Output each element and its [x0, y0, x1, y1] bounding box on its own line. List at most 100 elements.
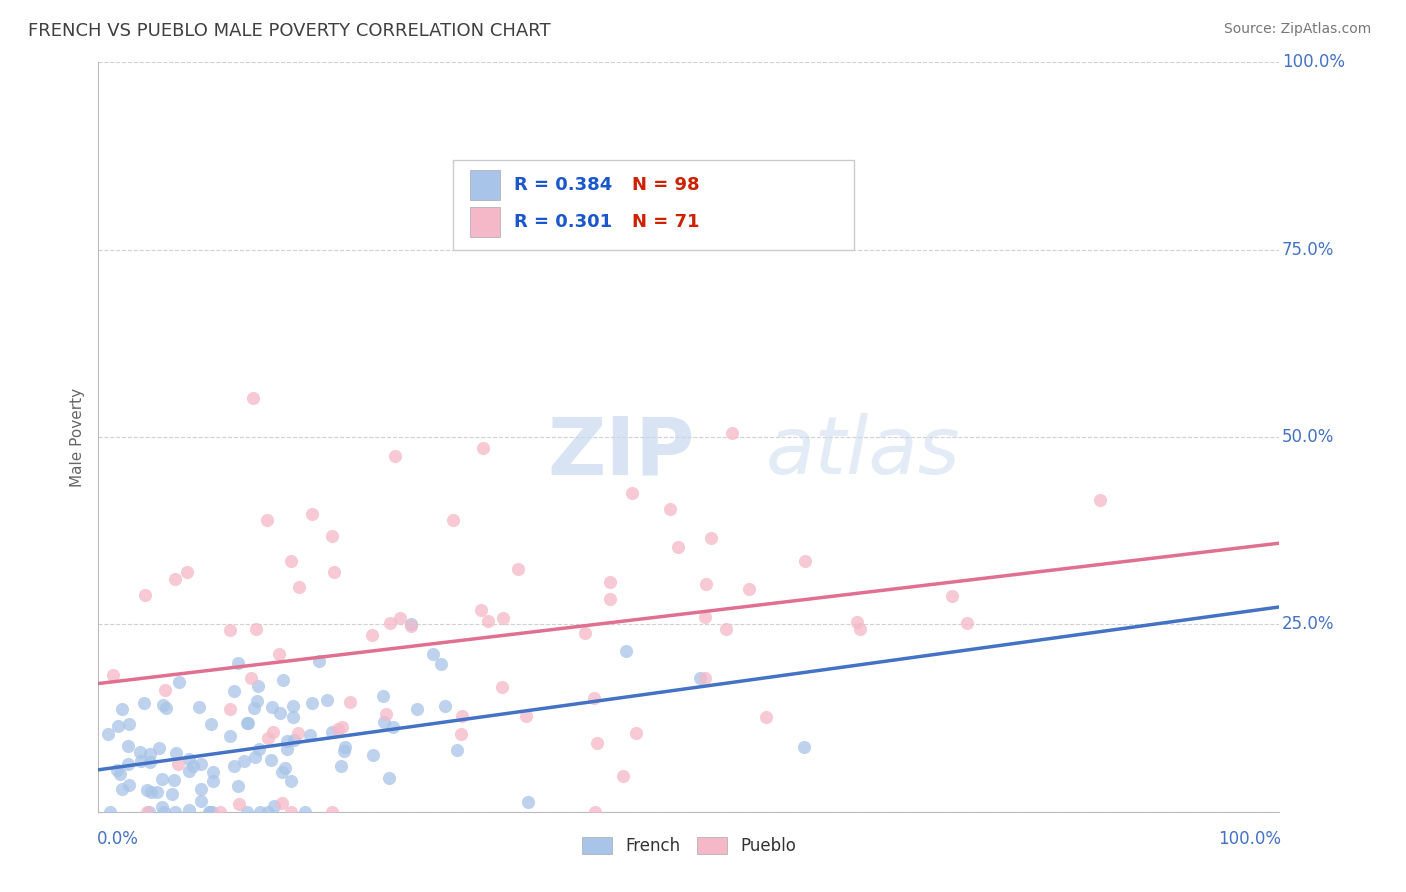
Point [138, 805, 160, 819]
Point [117, 739, 139, 754]
Point [446, 742, 468, 756]
Point [280, 774, 302, 789]
Text: R = 0.301: R = 0.301 [515, 213, 612, 231]
Point [135, 805, 157, 819]
Point [146, 785, 169, 799]
Point [134, 588, 156, 602]
Point [269, 706, 291, 720]
Point [599, 592, 621, 607]
Point [218, 729, 240, 743]
Point [129, 745, 152, 759]
Point [269, 647, 291, 661]
Point [373, 714, 395, 729]
Point [243, 701, 266, 715]
Point [382, 720, 405, 734]
Point [621, 486, 644, 500]
Point [599, 574, 621, 589]
Point [956, 616, 979, 631]
Point [614, 644, 637, 658]
Point [222, 684, 245, 698]
Point [271, 797, 294, 811]
Point [276, 741, 298, 756]
Point [301, 507, 323, 521]
Point [430, 657, 453, 672]
Point [160, 787, 183, 801]
Point [97, 727, 120, 741]
Point [846, 615, 869, 629]
Point [152, 698, 174, 712]
Text: 50.0%: 50.0% [1282, 428, 1334, 446]
Point [111, 781, 134, 796]
Point [150, 800, 173, 814]
Point [848, 622, 870, 636]
Point [236, 805, 259, 819]
Point [737, 582, 759, 597]
Point [308, 654, 330, 668]
Point [233, 755, 256, 769]
Text: R = 0.384: R = 0.384 [515, 176, 613, 194]
Point [793, 554, 815, 568]
Point [246, 694, 269, 708]
Point [201, 774, 224, 789]
Point [624, 726, 647, 740]
Point [316, 693, 339, 707]
Point [693, 671, 716, 685]
Point [117, 757, 139, 772]
Point [167, 674, 190, 689]
Point [198, 805, 221, 819]
Point [153, 683, 176, 698]
Point [257, 731, 280, 745]
Point [612, 769, 634, 783]
Point [236, 715, 259, 730]
Point [271, 673, 294, 688]
Y-axis label: Male Poverty: Male Poverty [70, 387, 86, 487]
Point [373, 689, 395, 703]
Point [132, 696, 155, 710]
Text: ZIP: ZIP [547, 413, 695, 491]
Point [517, 795, 540, 809]
FancyBboxPatch shape [471, 169, 501, 200]
Point [138, 756, 160, 770]
Point [118, 778, 141, 792]
Point [101, 668, 124, 682]
Point [583, 805, 606, 819]
Point [228, 797, 250, 812]
Point [219, 701, 242, 715]
Point [131, 754, 153, 768]
Point [470, 603, 492, 617]
Point [200, 716, 222, 731]
Point [105, 763, 128, 777]
Point [574, 626, 596, 640]
Point [188, 700, 211, 714]
Point [294, 805, 316, 819]
Point [405, 702, 427, 716]
Point [330, 721, 353, 735]
Text: FRENCH VS PUEBLO MALE POVERTY CORRELATION CHART: FRENCH VS PUEBLO MALE POVERTY CORRELATIO… [28, 22, 551, 40]
Point [107, 719, 129, 733]
Point [941, 589, 963, 603]
Point [321, 725, 343, 739]
Point [333, 739, 356, 754]
Point [224, 758, 246, 772]
Point [240, 671, 263, 685]
Point [247, 742, 270, 756]
Point [288, 580, 311, 594]
Point [283, 732, 305, 747]
Point [219, 623, 242, 637]
Legend: French, Pueblo: French, Pueblo [574, 829, 804, 863]
Point [148, 741, 170, 756]
Point [271, 764, 294, 779]
Point [162, 772, 184, 787]
Point [190, 782, 212, 797]
Point [247, 679, 270, 693]
Point [236, 716, 259, 731]
Point [689, 671, 711, 685]
Point [384, 449, 406, 463]
Point [167, 756, 190, 771]
Point [506, 562, 529, 576]
Point [339, 695, 361, 709]
Point [450, 726, 472, 740]
Point [177, 764, 200, 778]
Point [378, 615, 401, 630]
Point [281, 699, 304, 714]
